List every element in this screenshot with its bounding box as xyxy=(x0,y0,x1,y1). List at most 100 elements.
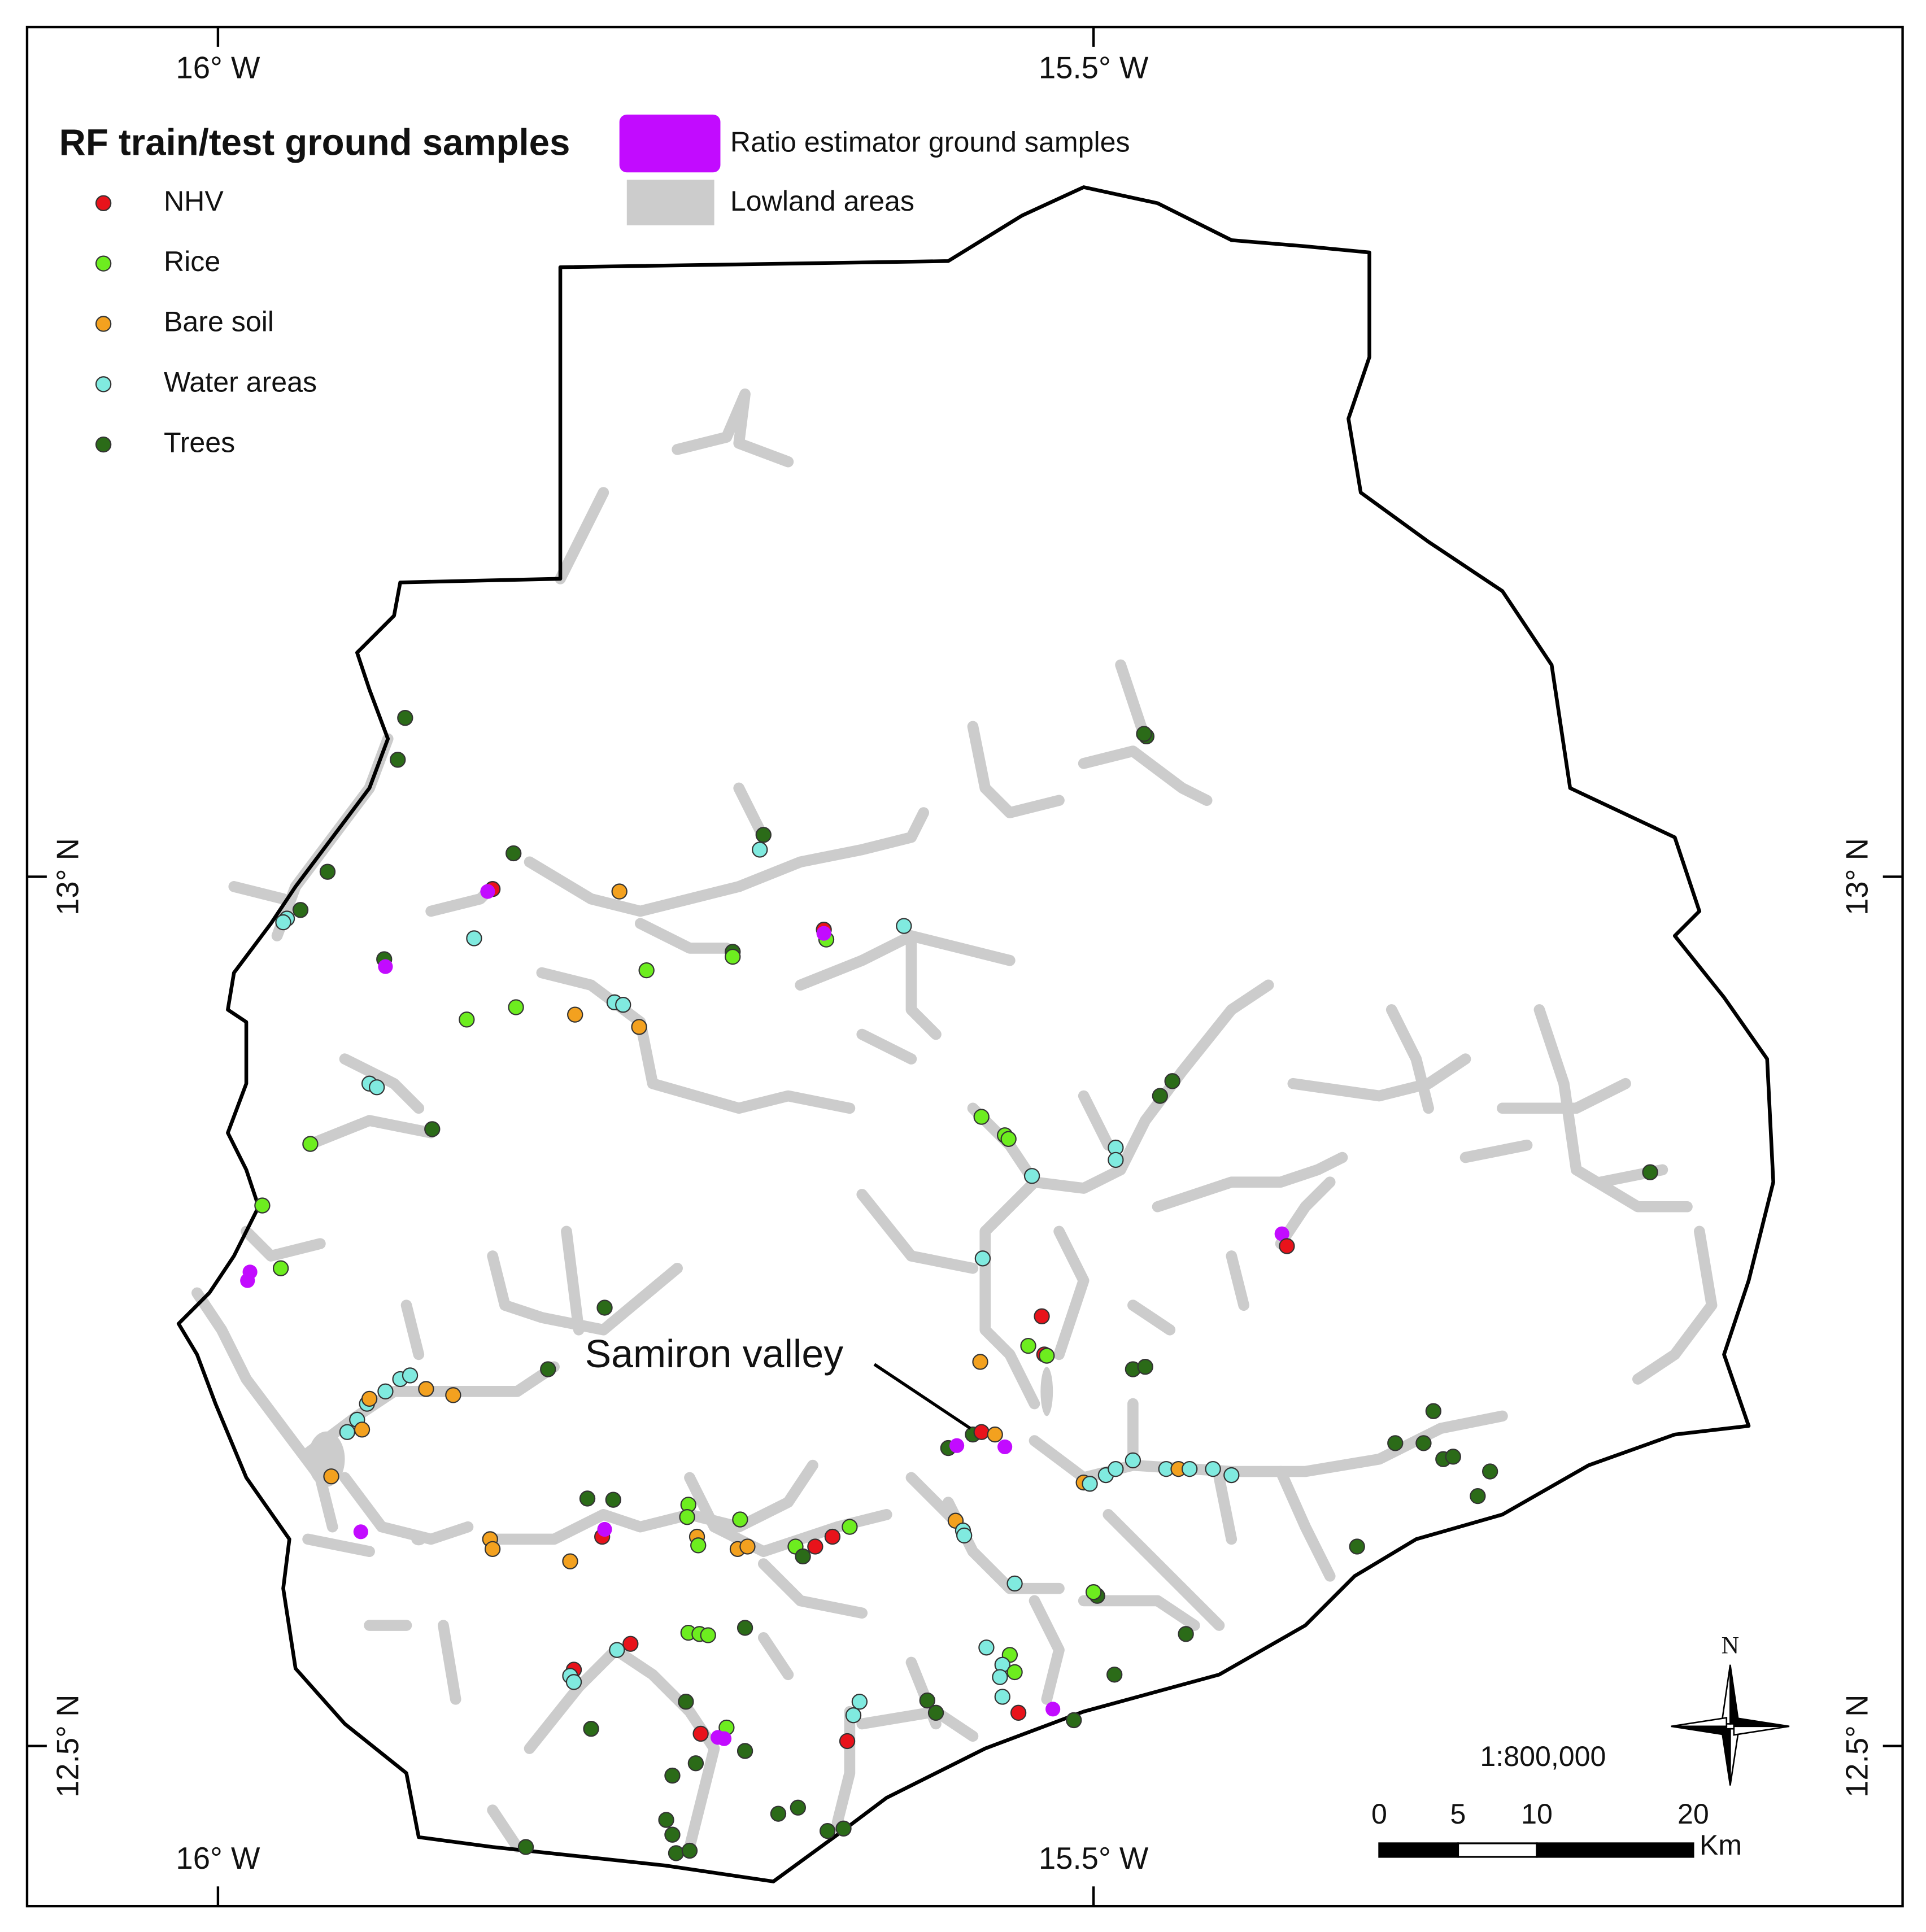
lowland-area xyxy=(302,1115,437,1151)
sample-point xyxy=(631,1019,647,1035)
lowland-area xyxy=(831,1706,856,1828)
lowland-area xyxy=(555,487,609,585)
scale-tick: 20 xyxy=(1677,1798,1709,1830)
lon-label: 16° W xyxy=(176,51,260,85)
north-label: N xyxy=(1722,1632,1739,1659)
sample-point xyxy=(987,1426,1003,1443)
sample-point xyxy=(272,1260,289,1276)
scale-tick: 10 xyxy=(1521,1798,1553,1830)
ratio-sample-point xyxy=(240,1273,255,1288)
sample-point xyxy=(459,1011,475,1028)
sample-point xyxy=(377,1383,394,1399)
sample-point xyxy=(725,948,741,965)
graticule-ticks xyxy=(27,27,1903,1907)
lowland-area xyxy=(1040,1367,1053,1416)
sample-point xyxy=(1425,1403,1442,1419)
lowland-area xyxy=(1127,1299,1176,1336)
sample-point xyxy=(1039,1347,1055,1364)
sample-point xyxy=(819,1822,836,1839)
lon-label: 15.5° W xyxy=(1039,1841,1149,1876)
sample-point xyxy=(927,1704,944,1721)
legend-label: Lowland areas xyxy=(730,185,914,217)
sample-point xyxy=(254,1197,271,1214)
sample-point xyxy=(1178,1626,1194,1642)
sample-point xyxy=(361,1390,378,1407)
sample-point xyxy=(1108,1460,1124,1477)
legend-marker xyxy=(95,436,112,453)
leader-line xyxy=(873,1363,971,1430)
sample-point xyxy=(679,1509,695,1525)
sample-point xyxy=(755,827,772,843)
map-frame xyxy=(25,25,1904,1908)
sample-point xyxy=(1415,1435,1432,1451)
sample-point xyxy=(583,1721,599,1737)
lowland-area xyxy=(1213,1472,1237,1545)
legend-label: NHV xyxy=(164,185,224,217)
legend-label: Bare soil xyxy=(164,306,274,338)
ratio-sample-point xyxy=(480,884,495,899)
sample-point xyxy=(842,1519,858,1535)
legend-label: Rice xyxy=(164,246,220,277)
sample-point xyxy=(807,1538,823,1555)
scale-unit: Km xyxy=(1700,1829,1742,1861)
legend-label: Water areas xyxy=(164,367,317,398)
sample-point xyxy=(839,1733,856,1750)
sample-point xyxy=(319,863,336,880)
sample-point xyxy=(579,1490,596,1507)
sample-point xyxy=(1137,1359,1153,1375)
sample-point xyxy=(390,752,406,768)
sample-point xyxy=(1066,1712,1082,1729)
sample-point xyxy=(1279,1238,1295,1254)
sample-point xyxy=(664,1767,681,1784)
sample-point xyxy=(658,1812,674,1828)
lowland-area xyxy=(967,979,1274,1194)
sample-point xyxy=(974,1250,991,1267)
sample-point xyxy=(339,1424,356,1440)
sample-point xyxy=(622,1636,639,1652)
lowland-area xyxy=(487,1250,683,1336)
sample-point xyxy=(1125,1452,1141,1469)
sample-point xyxy=(292,902,309,918)
sample-point xyxy=(1085,1584,1102,1600)
sample-point xyxy=(1349,1538,1365,1555)
ratio-sample-point xyxy=(378,959,393,974)
lowland-area xyxy=(524,1644,720,1853)
lowland-area xyxy=(1226,1250,1249,1311)
sample-point xyxy=(973,1109,990,1125)
lowland-area xyxy=(1459,1139,1533,1163)
sample-point xyxy=(424,1121,441,1137)
sample-point xyxy=(664,1826,681,1843)
ratio-sample-point xyxy=(997,1439,1013,1454)
legend-label: Ratio estimator ground samples xyxy=(730,126,1130,158)
sample-point xyxy=(1106,1667,1123,1683)
lowland-area xyxy=(438,1620,461,1705)
lowland-area xyxy=(561,1226,585,1336)
north-arrow xyxy=(1671,1664,1790,1786)
sample-point xyxy=(919,1692,935,1709)
sample-point xyxy=(1006,1575,1023,1592)
sample-point xyxy=(1006,1664,1023,1681)
scale-tick: 5 xyxy=(1450,1798,1466,1830)
sample-point xyxy=(567,1006,583,1023)
lowland-area xyxy=(1103,1509,1225,1631)
lowland-area xyxy=(1053,1226,1090,1360)
lowland-area xyxy=(1152,1152,1348,1213)
sample-point xyxy=(1152,1088,1169,1104)
lowland-area xyxy=(1385,1004,1434,1114)
sample-point xyxy=(1108,1152,1124,1168)
lat-label: 12.5° N xyxy=(51,1695,85,1798)
sample-point xyxy=(418,1381,434,1397)
lowland-area xyxy=(1632,1226,1718,1385)
sample-point xyxy=(275,914,291,931)
lowland-area xyxy=(672,388,794,468)
lowland-area xyxy=(524,856,744,917)
lat-label: 13° N xyxy=(51,838,85,915)
sample-point xyxy=(770,1805,787,1822)
sample-point xyxy=(1387,1435,1404,1451)
sample-point xyxy=(1082,1476,1098,1492)
lowland-area xyxy=(905,930,1016,966)
lowland-area xyxy=(856,1189,979,1274)
sample-point xyxy=(466,930,482,947)
lowland-area xyxy=(1497,1078,1631,1114)
sample-point xyxy=(1205,1460,1221,1477)
